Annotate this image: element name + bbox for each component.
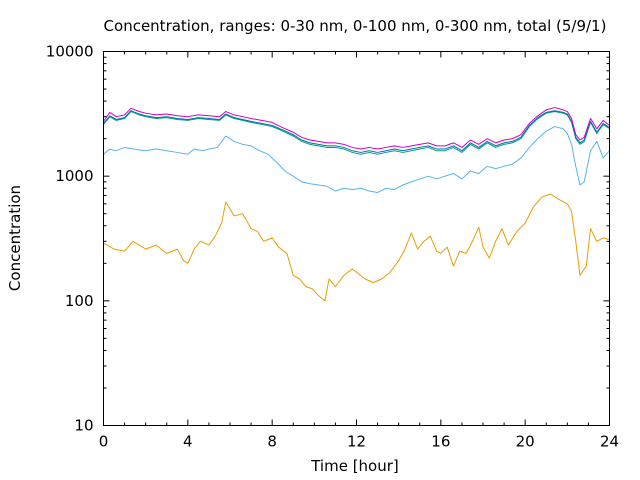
- series-line-1: [103, 193, 610, 302]
- x-tick-label: 20: [516, 433, 535, 451]
- y-tick-label: 10: [74, 417, 93, 435]
- series-line-3: [103, 111, 610, 155]
- x-axis-title: Time [hour]: [310, 457, 399, 475]
- y-tick-label: 1000: [55, 167, 93, 185]
- x-tick-label: 16: [431, 433, 450, 451]
- chart-title: Concentration, ranges: 0-30 nm, 0-100 nm…: [104, 17, 607, 35]
- y-axis-title: Concentration: [6, 185, 24, 291]
- series-line-5: [103, 107, 610, 150]
- series-line-4: [103, 110, 610, 153]
- x-tick-label: 0: [99, 433, 109, 451]
- x-tick-label: 4: [183, 433, 193, 451]
- x-tick-label: 24: [600, 433, 619, 451]
- y-tick-label: 10000: [46, 43, 94, 61]
- plot-frame: [103, 51, 610, 426]
- x-tick-label: 12: [347, 433, 366, 451]
- series-layer: [103, 107, 610, 302]
- ticks-layer: 0 4 8 12 16 20 24 10 100 1000 10000: [46, 43, 619, 451]
- x-tick-label: 8: [267, 433, 277, 451]
- series-line-2: [103, 126, 610, 193]
- y-tick-label: 100: [65, 292, 94, 310]
